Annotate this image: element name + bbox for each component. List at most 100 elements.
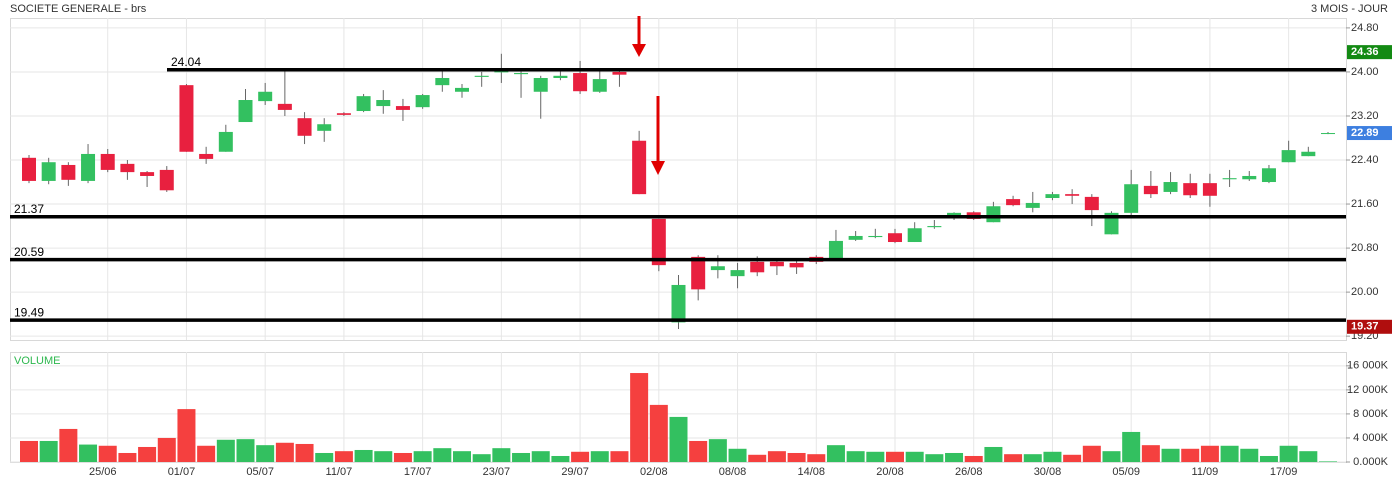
chart-subtitle: 3 MOIS - JOUR (1311, 3, 1388, 15)
candle-body (671, 284, 686, 323)
y-tick-label: 8 000K (1353, 408, 1389, 420)
candle-body (277, 103, 292, 110)
volume-bar (1043, 451, 1062, 462)
volume-bar (649, 404, 668, 462)
x-tick-label: 29/07 (561, 466, 589, 478)
candle-body (789, 262, 804, 268)
candle-body (612, 71, 627, 75)
candle-body (1321, 133, 1335, 135)
candle-body (1222, 178, 1237, 180)
candle-body (435, 77, 450, 86)
volume-bar (59, 428, 78, 462)
level-label: 19.49 (14, 305, 44, 319)
candle-body (159, 169, 174, 191)
price-panel (10, 18, 1347, 341)
volume-bar (98, 445, 117, 462)
x-tick-label: 17/07 (404, 466, 432, 478)
volume-bar (571, 451, 590, 462)
volume-bar (1082, 445, 1101, 462)
candle-body (1065, 194, 1080, 196)
candle-body (376, 100, 391, 107)
volume-bar (197, 445, 216, 462)
x-tick-label: 05/09 (1112, 466, 1140, 478)
volume-bar (826, 445, 845, 462)
price-marker-label: 24.36 (1351, 46, 1379, 58)
candle-body (730, 270, 745, 277)
candle-body (238, 100, 253, 123)
volume-bar (964, 455, 983, 462)
candle-body (1281, 150, 1296, 163)
volume-bar (1319, 461, 1337, 462)
x-tick-label: 20/08 (876, 466, 904, 478)
candle-body (986, 206, 1001, 223)
y-tick-label: 24.00 (1351, 66, 1379, 78)
level-label: 24.04 (171, 55, 201, 69)
chart-title: SOCIETE GENERALE - brs (10, 3, 147, 15)
y-tick-label: 0.000K (1353, 456, 1389, 468)
volume-bar (669, 416, 688, 462)
volume-bar (728, 448, 747, 462)
volume-bar (216, 439, 235, 462)
volume-bar (1004, 454, 1023, 462)
candle-body (1143, 185, 1158, 195)
candle-body (927, 226, 942, 228)
x-tick-label: 11/09 (1192, 466, 1219, 478)
volume-bar (748, 454, 767, 462)
candle-body (632, 140, 647, 195)
candle-body (1242, 175, 1257, 180)
level-label: 20.59 (14, 245, 44, 259)
candle-body (907, 228, 922, 243)
candle-body (888, 233, 902, 243)
volume-bar (1023, 454, 1042, 462)
candle-body (592, 79, 607, 92)
candle-body (1301, 151, 1316, 157)
volume-bar (984, 446, 1003, 462)
volume-bar (551, 455, 570, 462)
candle-body (1183, 183, 1198, 196)
volume-bar (531, 451, 550, 462)
candle-body (81, 153, 96, 181)
x-tick-label: 25/06 (89, 466, 117, 478)
candle-body (1202, 183, 1217, 196)
y-tick-label: 20.80 (1351, 242, 1379, 254)
candle-body (395, 106, 410, 110)
volume-bar (157, 437, 176, 462)
candle-body (1163, 182, 1178, 192)
level-label: 21.37 (14, 202, 44, 216)
x-tick-label: 01/07 (168, 466, 196, 478)
candle-body (494, 71, 509, 73)
candle-body (317, 124, 332, 131)
candle-body (1025, 202, 1040, 208)
volume-bar (492, 448, 511, 462)
x-tick-label: 14/08 (798, 466, 826, 478)
volume-bar (118, 452, 137, 462)
price-marker-label: 22.89 (1351, 127, 1379, 139)
y-tick-label: 12 000K (1347, 384, 1389, 396)
volume-title: VOLUME (14, 355, 60, 367)
x-tick-label: 11/07 (326, 466, 353, 478)
volume-bar (138, 446, 157, 462)
candle-body (258, 91, 273, 102)
volume-bar (1141, 445, 1160, 462)
volume-bar (256, 445, 275, 462)
volume-bar (374, 451, 393, 462)
volume-bar (590, 451, 609, 462)
volume-bar (846, 451, 865, 462)
candle-body (100, 153, 115, 170)
candle-body (415, 95, 430, 108)
y-tick-label: 23.20 (1351, 110, 1379, 122)
volume-bar (905, 451, 924, 462)
volume-bar (1122, 431, 1141, 462)
candle-body (710, 266, 725, 271)
volume-bar (413, 451, 432, 462)
volume-bar (393, 452, 412, 462)
volume-bar (945, 452, 964, 462)
volume-bar (807, 454, 826, 462)
arrow-head (632, 44, 646, 57)
volume-bar (1220, 445, 1239, 462)
volume-bar (787, 452, 806, 462)
volume-bar (334, 451, 353, 462)
x-tick-label: 05/07 (246, 466, 274, 478)
volume-bar (1240, 448, 1259, 462)
volume-bar (866, 451, 885, 462)
